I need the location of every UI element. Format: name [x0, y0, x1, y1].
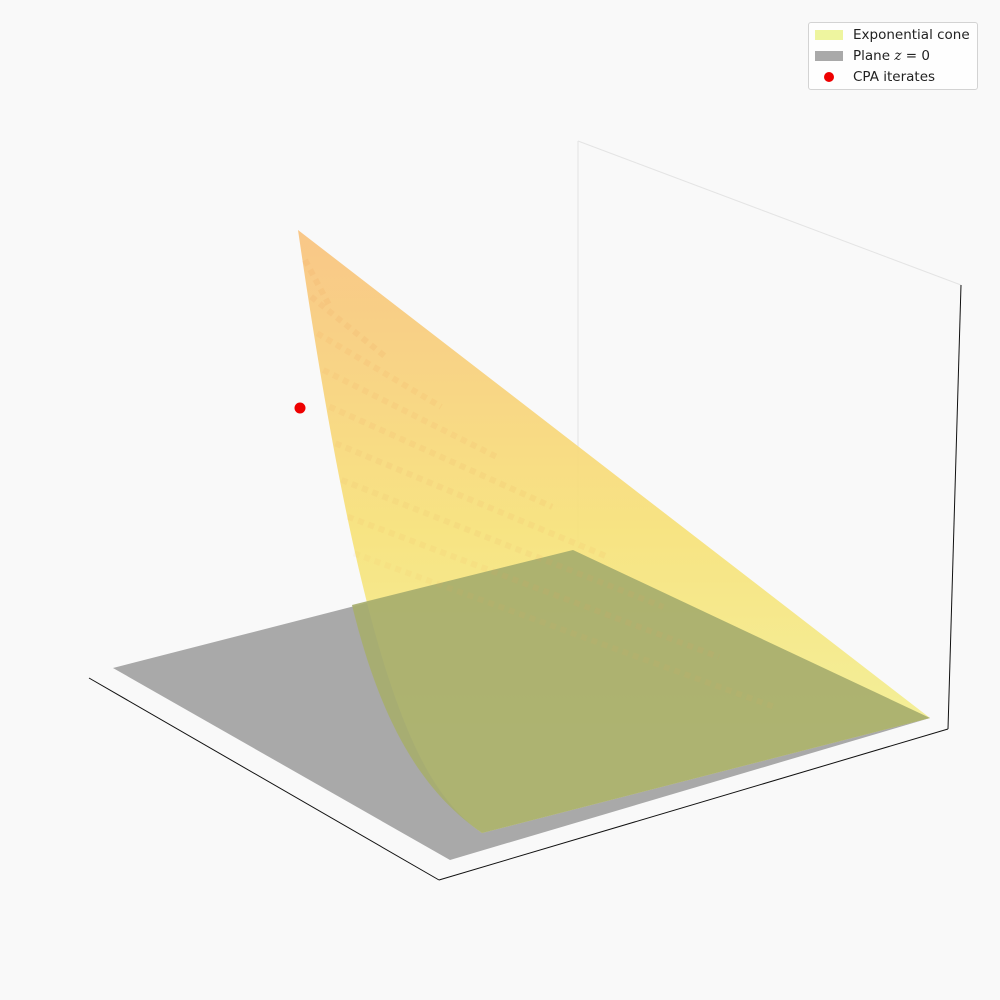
legend-entry-exponential-cone: Exponential cone [815, 25, 970, 45]
facet-line-8 [352, 550, 776, 710]
y-axis-line [438, 728, 949, 881]
exponential-cone-swatch [815, 30, 843, 40]
facet-line-7 [346, 513, 720, 660]
facet-line-2 [315, 330, 443, 410]
facet-line-6 [340, 477, 665, 610]
cpa-iterates-marker-swatch [815, 72, 843, 82]
back-top-edge [577, 140, 962, 286]
facet-line-0 [302, 258, 333, 309]
x-axis-line [88, 677, 440, 881]
z-axis-line [947, 284, 962, 730]
legend-label-cpa-iterates: CPA iterates [853, 69, 936, 85]
legend-entry-cpa-iterates: CPA iterates [815, 67, 935, 87]
facet-line-5 [334, 440, 609, 560]
cone-facet-shading [302, 258, 776, 710]
legend-label-exponential-cone: Exponential cone [853, 27, 970, 43]
legend-entry-plane: Plane z = 0 [815, 46, 930, 66]
cone-plane-overlap [352, 550, 930, 833]
cpa-iterate-point-0 [294, 402, 306, 414]
plane-swatch [815, 51, 843, 61]
cpa-iterates-layer [294, 402, 306, 414]
facet-line-4 [328, 403, 554, 510]
legend: Exponential cone Plane z = 0 CPA iterate… [808, 22, 978, 90]
facet-line-1 [309, 294, 388, 360]
legend-label-plane: Plane z = 0 [853, 48, 930, 64]
